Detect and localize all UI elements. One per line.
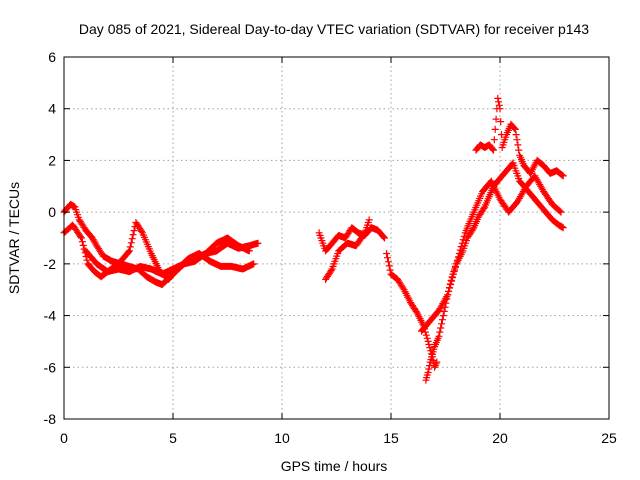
series-track-h <box>418 172 565 335</box>
series-track-c <box>82 219 258 283</box>
plus-markers <box>418 172 565 335</box>
y-tick-label: -6 <box>44 359 57 375</box>
y-axis-title: SDTVAR / TECUs <box>6 182 22 294</box>
y-tick-label: 0 <box>48 204 56 220</box>
plus-markers <box>472 94 567 180</box>
x-tick-label: 0 <box>60 430 68 446</box>
y-tick-labels: -8 -6 -4 -2 0 2 4 6 <box>44 49 57 427</box>
x-tick-label: 5 <box>169 430 177 446</box>
x-tick-label: 25 <box>601 430 617 446</box>
x-tick-label: 10 <box>274 430 290 446</box>
plot-frame <box>63 56 610 420</box>
plus-markers <box>322 216 373 283</box>
y-tick-label: -8 <box>44 411 57 427</box>
axis-ticks <box>63 56 610 420</box>
series-track-f <box>383 250 441 371</box>
y-tick-label: -4 <box>44 308 57 324</box>
series-track-i <box>472 94 567 180</box>
series-track-d <box>315 224 388 255</box>
x-tick-labels: 0 5 10 15 20 25 <box>60 430 617 446</box>
plus-markers <box>383 250 441 371</box>
data-marks <box>60 94 567 384</box>
plus-markers <box>82 219 258 283</box>
x-axis-title: GPS time / hours <box>281 458 388 474</box>
series-track-e <box>322 216 373 283</box>
chart-title: Day 085 of 2021, Sidereal Day-to-day VTE… <box>79 21 589 37</box>
x-tick-label: 15 <box>383 430 399 446</box>
plus-markers <box>315 224 388 255</box>
y-tick-label: -2 <box>44 256 57 272</box>
y-tick-label: 4 <box>48 101 56 117</box>
y-tick-label: 6 <box>48 49 56 65</box>
x-tick-label: 20 <box>492 430 508 446</box>
y-tick-label: 2 <box>48 152 56 168</box>
